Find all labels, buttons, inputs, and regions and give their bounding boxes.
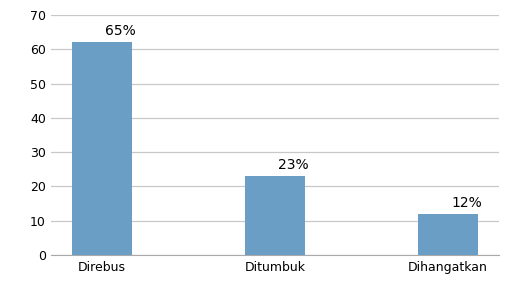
Text: 23%: 23% (279, 158, 309, 172)
Bar (245, 176, 305, 255)
Bar (418, 214, 478, 255)
Text: 65%: 65% (105, 24, 136, 38)
Text: 12%: 12% (451, 196, 482, 210)
Bar (72, 42, 132, 255)
